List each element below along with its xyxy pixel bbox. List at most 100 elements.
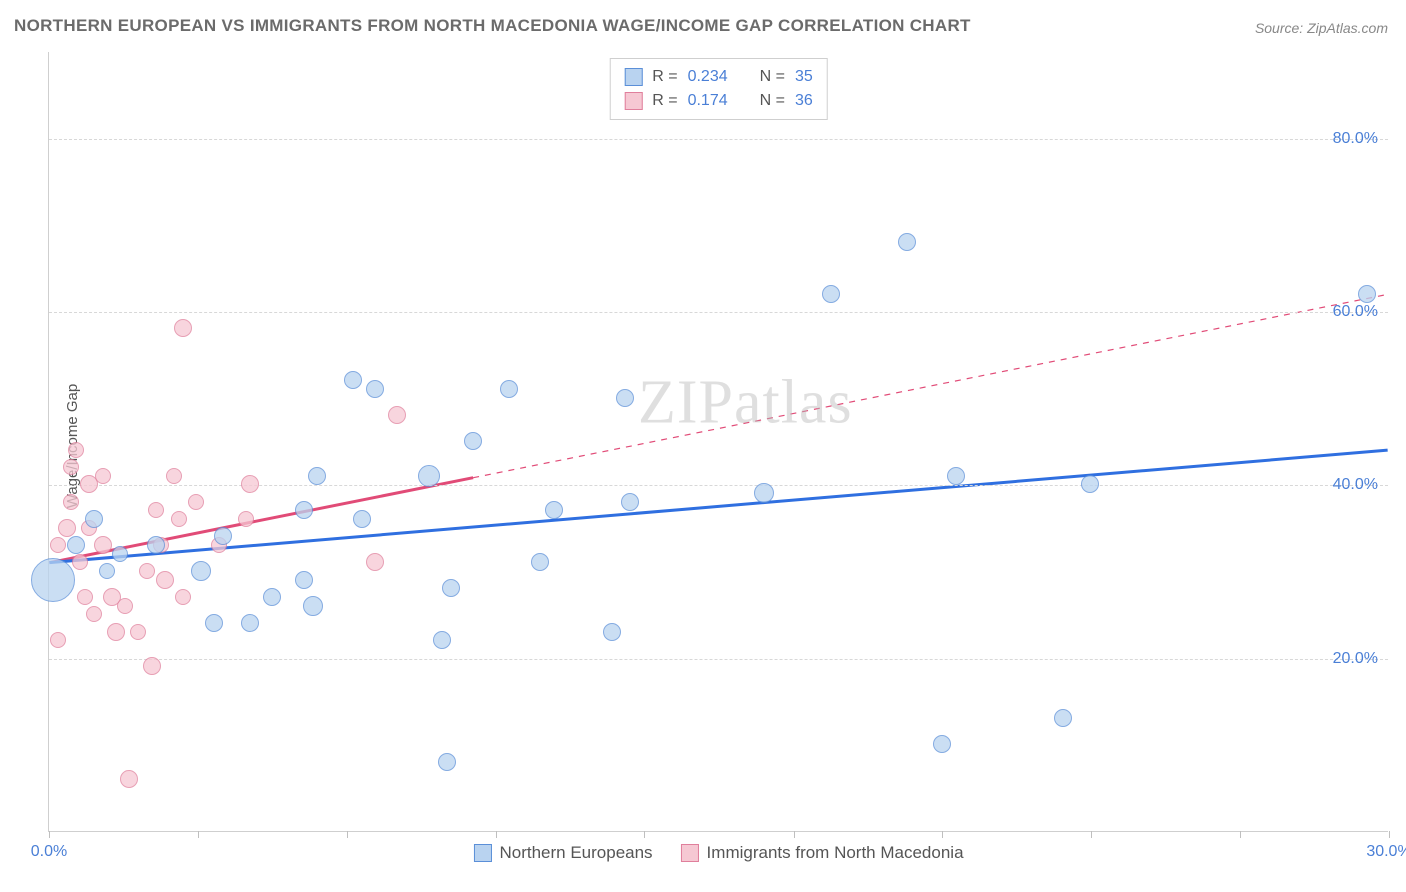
legend-item: Northern Europeans [473,843,652,863]
point-series-a [147,536,165,554]
point-series-a [31,558,75,602]
point-series-a [308,467,326,485]
point-series-a [67,536,85,554]
point-series-a [947,467,965,485]
legend-swatch [473,844,491,862]
point-series-a [1081,475,1099,493]
point-series-a [822,285,840,303]
x-tick-label: 30.0% [1366,843,1406,861]
point-series-b [50,632,66,648]
x-tick [644,831,645,838]
point-series-b [366,553,384,571]
point-series-b [139,563,155,579]
point-series-a [500,380,518,398]
watermark: ZIPatlas [638,367,853,438]
x-tick [1389,831,1390,838]
legend-stats: R =0.234N =35R =0.174N =36 [609,58,828,120]
point-series-a [263,588,281,606]
point-series-b [171,511,187,527]
point-series-a [205,614,223,632]
point-series-b [63,459,79,475]
point-series-b [238,511,254,527]
point-series-a [99,563,115,579]
legend-label: Northern Europeans [499,843,652,863]
point-series-b [117,598,133,614]
point-series-a [464,432,482,450]
point-series-a [85,510,103,528]
x-tick [347,831,348,838]
x-tick [1240,831,1241,838]
point-series-a [353,510,371,528]
point-series-b [94,536,112,554]
point-series-b [58,519,76,537]
gridline [49,659,1388,660]
point-series-a [531,553,549,571]
point-series-a [191,561,211,581]
legend-label: Immigrants from North Macedonia [707,843,964,863]
point-series-b [175,589,191,605]
point-series-a [754,483,774,503]
point-series-a [438,753,456,771]
y-tick-label: 40.0% [1333,476,1378,494]
point-series-a [621,493,639,511]
point-series-a [344,371,362,389]
point-series-b [156,571,174,589]
point-series-a [112,546,128,562]
legend-n-label: N = [760,89,785,113]
legend-r-value: 0.234 [688,65,728,89]
legend-series: Northern Europeans Immigrants from North … [473,843,963,863]
y-tick-label: 20.0% [1333,650,1378,668]
legend-swatch [624,92,642,110]
point-series-b [95,468,111,484]
x-tick [496,831,497,838]
trend-lines [49,52,1388,831]
chart-container: NORTHERN EUROPEAN VS IMMIGRANTS FROM NOR… [0,0,1406,892]
plot-area: ZIPatlas R =0.234N =35R =0.174N =36 Nort… [48,52,1388,832]
x-tick [942,831,943,838]
x-tick [49,831,50,838]
chart-title: NORTHERN EUROPEAN VS IMMIGRANTS FROM NOR… [14,16,971,36]
x-tick [198,831,199,838]
legend-r-label: R = [652,65,677,89]
point-series-b [148,502,164,518]
point-series-b [174,319,192,337]
legend-n-label: N = [760,65,785,89]
point-series-b [166,468,182,484]
point-series-a [303,596,323,616]
legend-r-label: R = [652,89,677,113]
x-tick-label: 0.0% [31,843,67,861]
point-series-a [214,527,232,545]
point-series-b [188,494,204,510]
point-series-a [418,465,440,487]
legend-n-value: 35 [795,65,813,89]
x-tick [794,831,795,838]
point-series-a [616,389,634,407]
legend-n-value: 36 [795,89,813,113]
point-series-a [1054,709,1072,727]
point-series-b [72,554,88,570]
point-series-a [442,579,460,597]
legend-stats-row: R = 0.234 N = 35 [624,65,813,89]
point-series-b [86,606,102,622]
point-series-a [241,614,259,632]
legend-stats-row: R =0.174N =36 [624,89,813,113]
point-series-b [77,589,93,605]
gridline [49,139,1388,140]
legend-swatch [681,844,699,862]
point-series-b [143,657,161,675]
point-series-a [433,631,451,649]
y-tick-label: 80.0% [1333,130,1378,148]
point-series-b [50,537,66,553]
source-label: Source: ZipAtlas.com [1255,20,1388,36]
point-series-a [898,233,916,251]
point-series-b [120,770,138,788]
x-tick [1091,831,1092,838]
point-series-b [68,442,84,458]
point-series-b [241,475,259,493]
point-series-b [63,494,79,510]
point-series-a [295,501,313,519]
point-series-a [933,735,951,753]
point-series-b [107,623,125,641]
legend-item: Immigrants from North Macedonia [681,843,964,863]
point-series-b [388,406,406,424]
